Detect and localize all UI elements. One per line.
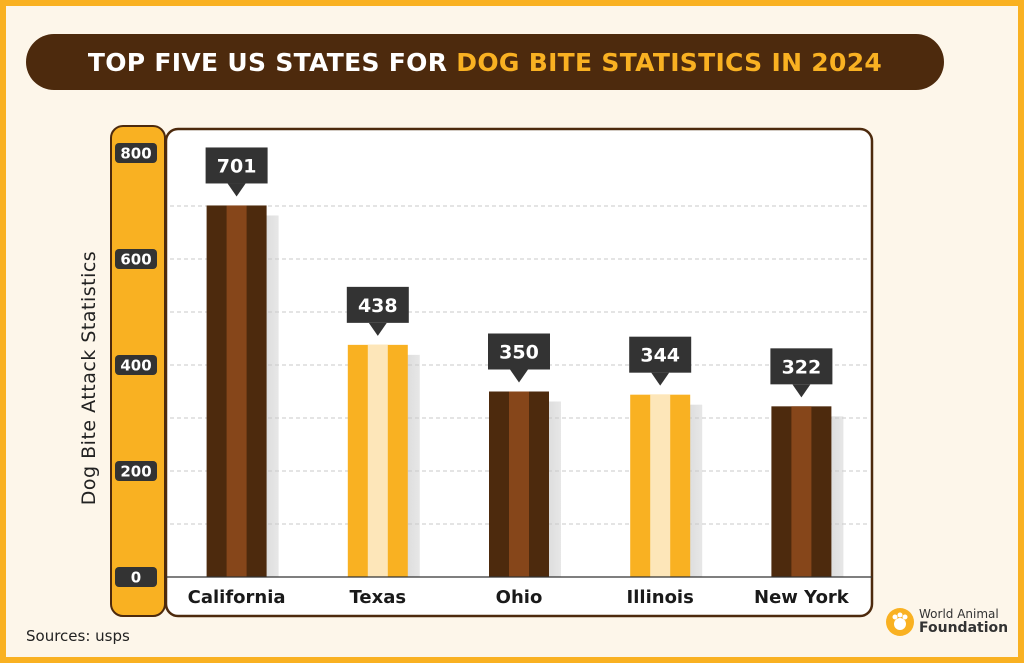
data-label-text: 438 [358,295,398,317]
bar-new-york: 322 [770,348,844,577]
data-label: 344 [629,336,692,386]
bar-illinois: 344 [629,336,703,577]
data-label-pointer [227,183,246,197]
x-tick-label: New York [754,587,850,608]
paw-logo-icon [886,608,914,636]
data-label-bg [346,286,409,323]
data-label-bg [770,348,833,385]
bar-stripe [791,406,812,577]
x-tick-label: Ohio [496,587,543,608]
data-label: 322 [770,348,833,398]
gridlines [170,205,868,525]
y-tick-label: 800 [120,145,151,163]
data-label-bg [488,333,550,370]
data-label-bg [205,147,268,184]
y-tick: 400 [115,355,157,375]
data-label-pointer [792,384,811,398]
y-tick-bg [115,461,157,481]
y-tick: 200 [115,461,157,481]
data-label-text: 344 [640,345,680,367]
y-tick-bg [115,249,157,269]
logo-line-1: World Animal [919,607,999,622]
y-tick-bg [115,143,157,163]
y-ticks: 0 200 400 600 800 [115,143,157,587]
chart-title-part2: DOG BITE STATISTICS IN 2024 [456,47,883,77]
x-tick-label: California [188,587,286,608]
sources-note: Sources: usps [26,627,130,645]
y-tick: 600 [115,249,157,269]
bar-stripe [509,391,529,577]
bar-california: 701 [205,147,279,577]
x-tick-label: Illinois [627,587,694,608]
y-tick-bg [115,355,157,375]
y-tick-label: 200 [120,463,151,481]
data-label-text: 701 [217,155,257,177]
bar-stripe [367,344,388,577]
y-tick: 0 [115,567,157,587]
data-label: 350 [488,333,550,383]
x-ticks: California Texas Ohio Illinois New York [188,587,850,608]
data-label: 438 [346,286,409,336]
y-tick-label: 400 [120,357,151,375]
y-tick-label: 600 [120,251,151,269]
bar-stripe [650,394,671,577]
data-label-pointer [651,372,670,386]
bar-stripe [226,205,247,577]
bar-texas: 438 [346,286,420,577]
data-label-bg [629,336,692,373]
y-axis-label: Dog Bite Attack Statistics [78,250,100,506]
logo: World Animal Foundation [886,608,1008,636]
data-label-text: 322 [782,356,822,378]
data-label: 701 [205,147,268,197]
logo-line-2: Foundation [919,619,1009,636]
chart-title-part1: TOP FIVE US STATES FOR [87,47,448,77]
x-tick-label: Texas [350,587,407,608]
data-label-text: 350 [499,342,539,364]
data-label-pointer [368,322,387,336]
chart-title: TOP FIVE US STATES FOR DOG BITE STATISTI… [26,34,944,90]
y-tick-label: 0 [131,569,141,587]
data-label-pointer [510,369,528,383]
bar-ohio: 350 [488,333,561,577]
bars: 701 438 350 344 322 [205,147,844,577]
y-tick-bg [115,567,157,587]
y-tick: 800 [115,143,157,163]
